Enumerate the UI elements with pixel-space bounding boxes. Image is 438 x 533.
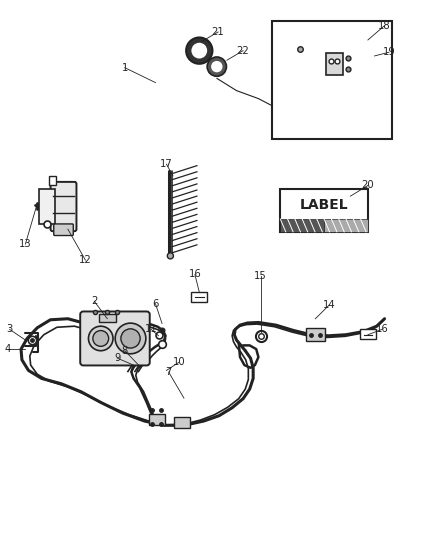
Text: 13: 13 [19,239,32,249]
Bar [191,292,207,302]
Bar [272,21,392,139]
Circle shape [191,43,207,59]
Text: 16: 16 [188,270,201,279]
Text: 17: 17 [160,159,173,169]
FancyBboxPatch shape [80,311,150,366]
Text: 22: 22 [237,46,250,55]
Circle shape [115,323,146,354]
Bar [49,176,56,185]
Text: 18: 18 [378,21,391,30]
Bar [360,329,376,339]
Text: 8: 8 [122,346,128,356]
Bar [326,53,343,75]
Circle shape [207,57,226,76]
Bar [280,219,324,232]
Circle shape [93,330,109,346]
Text: 9: 9 [114,353,120,363]
Circle shape [167,253,173,259]
Circle shape [121,329,140,348]
Text: LABEL: LABEL [300,198,349,213]
Bar [174,417,190,428]
Bar [39,189,55,224]
Text: 4: 4 [5,344,11,354]
FancyBboxPatch shape [50,182,77,231]
Bar [99,314,116,322]
Circle shape [211,61,223,72]
Text: 3: 3 [7,325,13,334]
Text: 19: 19 [382,47,396,57]
Circle shape [88,326,113,351]
Text: 16: 16 [375,325,389,334]
Circle shape [186,37,212,64]
Text: 14: 14 [323,300,336,310]
Text: 21: 21 [212,27,225,37]
Text: 10: 10 [173,358,185,367]
Text: 15: 15 [254,271,267,281]
Text: 6: 6 [152,299,159,309]
Text: 1: 1 [122,63,128,72]
Text: 11: 11 [145,325,158,334]
Bar [324,219,368,232]
FancyBboxPatch shape [54,224,73,236]
Bar [280,189,368,232]
Text: 2: 2 [91,296,97,306]
Text: 20: 20 [362,181,374,190]
Bar [149,414,165,425]
Text: 7: 7 [166,367,172,377]
Bar [306,328,325,341]
Text: 12: 12 [79,255,92,265]
